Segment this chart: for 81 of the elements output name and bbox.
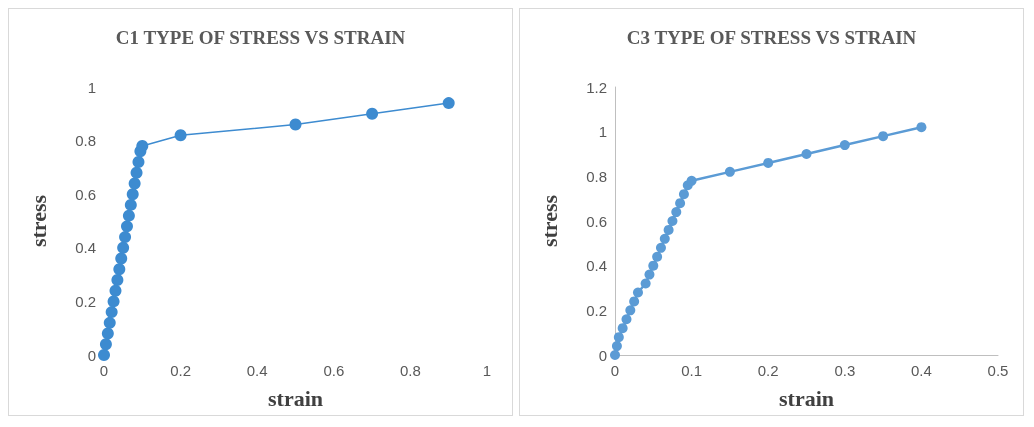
y-tick-label: 0 [87, 346, 96, 364]
point [724, 166, 735, 177]
y-axis-title: stress [25, 194, 51, 248]
x-tick-label: 1 [482, 362, 492, 379]
point [667, 216, 678, 226]
point [839, 140, 850, 151]
point [132, 156, 145, 169]
point [124, 198, 137, 211]
point [126, 188, 139, 201]
point [442, 97, 455, 110]
point [640, 278, 651, 289]
point [98, 349, 110, 361]
x-axis-title: strain [268, 385, 323, 411]
point [621, 314, 632, 325]
x-tick-label: 0.2 [757, 362, 779, 379]
y-tick-label: 1 [598, 123, 607, 141]
point [366, 107, 379, 120]
point [128, 177, 141, 190]
point [122, 209, 135, 222]
point [105, 306, 118, 319]
point [99, 338, 112, 351]
x-tick-label: 0.3 [834, 362, 856, 379]
point [663, 224, 674, 235]
x-tick-label: 0.4 [910, 362, 932, 379]
y-tick-label: 0.8 [75, 132, 96, 150]
y-tick-label: 0.4 [75, 239, 96, 257]
x-tick-label: 0.5 [987, 362, 1009, 379]
point [610, 350, 620, 360]
point [115, 252, 128, 265]
x-tick-label: 0.4 [246, 362, 268, 379]
y-tick-label: 0.2 [75, 292, 96, 310]
x-tick-label: 0 [610, 362, 620, 379]
point [119, 231, 132, 244]
point [678, 189, 689, 200]
point [174, 129, 187, 142]
point [659, 233, 670, 244]
y-tick-label: 0.2 [586, 301, 607, 319]
y-tick-label: 0 [598, 346, 607, 364]
x-tick-label: 0.6 [323, 362, 345, 379]
point [675, 198, 686, 209]
point [289, 118, 302, 131]
point [613, 332, 624, 343]
point [113, 263, 126, 276]
chart-title: C3 TYPE OF STRESS VS STRAIN [626, 27, 917, 48]
y-tick-label: 0.6 [75, 185, 96, 203]
point [103, 316, 116, 329]
point [109, 284, 122, 297]
point [111, 273, 124, 286]
point [101, 327, 114, 340]
point [611, 341, 622, 352]
y-tick-label: 1.2 [586, 78, 607, 96]
point [644, 269, 655, 280]
point [916, 122, 927, 133]
point [686, 175, 697, 186]
point [107, 295, 120, 308]
y-axis-title: stress [536, 194, 562, 248]
y-tick-label: 0.4 [586, 257, 607, 275]
x-tick-label: 0.2 [170, 362, 192, 379]
point [136, 139, 149, 152]
x-tick-label: 0 [99, 362, 109, 379]
x-tick-label: 0.8 [399, 362, 421, 379]
point [652, 251, 663, 262]
x-tick-label: 0.1 [681, 362, 703, 379]
chart-title: C1 TYPE OF STRESS VS STRAIN [115, 27, 406, 48]
point [632, 287, 643, 298]
point [671, 207, 682, 218]
point [120, 220, 133, 233]
point [625, 305, 636, 316]
point [878, 131, 889, 142]
point [648, 260, 659, 271]
point [655, 242, 666, 253]
point [629, 296, 640, 307]
point [763, 157, 774, 168]
point [801, 149, 812, 159]
y-tick-label: 1 [87, 78, 96, 96]
point [617, 323, 628, 334]
x-axis-title: strain [779, 385, 834, 411]
point [117, 241, 130, 254]
y-tick-label: 0.8 [586, 167, 607, 185]
point [130, 166, 143, 179]
y-tick-label: 0.6 [586, 212, 607, 230]
